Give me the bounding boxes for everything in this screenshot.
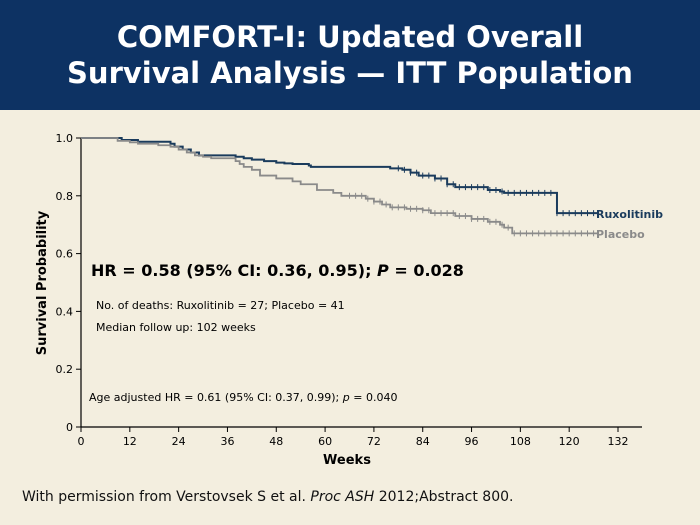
age-adjusted-value: = 0.040: [350, 391, 398, 404]
y-tick-label: 0.2: [56, 363, 74, 376]
y-tick-label: 0: [66, 421, 73, 434]
followup-annotation: Median follow up: 102 weeks: [96, 321, 256, 334]
legend-ruxolitinib: Ruxolitinib: [596, 208, 663, 221]
hazard-ratio-value: = 0.028: [389, 261, 464, 280]
citation-journal: Proc ASH: [310, 489, 375, 505]
chart-axes: 0 12 24 36 48 60 72 84 96 108 120 132 0 0.2 0.4 0.6 0.8 1…: [56, 132, 642, 448]
curve-placebo: [81, 137, 598, 235]
legend-placebo: Placebo: [596, 228, 645, 241]
deaths-annotation: No. of deaths: Ruxolitinib = 27; Placebo…: [96, 299, 345, 312]
chart-curves: [81, 137, 598, 237]
x-tick-label: 48: [269, 435, 283, 448]
x-tick-label: 108: [510, 435, 531, 448]
y-tick-label: 0.8: [56, 190, 74, 203]
hazard-ratio-p: P: [377, 261, 389, 280]
censor-marks-placebo: [349, 192, 595, 237]
x-tick-label: 96: [465, 435, 479, 448]
age-adjusted-annotation: Age adjusted HR = 0.61 (95% CI: 0.37, 0.…: [89, 391, 397, 404]
age-adjusted-p: p: [342, 391, 350, 404]
slide-title-line2: Survival Analysis — ITT Population: [67, 56, 633, 90]
x-tick-label: 0: [78, 435, 85, 448]
x-tick-label: 132: [608, 435, 629, 448]
x-tick-label: 12: [123, 435, 137, 448]
citation-suffix: 2012;Abstract 800.: [374, 489, 514, 505]
curve-ruxolitinib: [81, 137, 598, 215]
x-axis-label: Weeks: [323, 453, 371, 468]
censor-marks-ruxolitinib: [397, 165, 595, 217]
x-tick-label: 36: [220, 435, 234, 448]
age-adjusted-text: Age adjusted HR = 0.61 (95% CI: 0.37, 0.…: [89, 391, 343, 404]
x-tick-label: 24: [172, 435, 186, 448]
slide-header: COMFORT-I: Updated Overall Survival Anal…: [0, 0, 700, 110]
hazard-ratio-text: HR = 0.58 (95% CI: 0.36, 0.95);: [91, 261, 377, 280]
y-axis-label: Survival Probability: [35, 210, 50, 355]
citation-prefix: With permission from Verstovsek S et al.: [22, 489, 311, 505]
x-tick-label: 120: [559, 435, 580, 448]
x-tick-label: 60: [318, 435, 332, 448]
x-tick-label: 84: [416, 435, 430, 448]
hazard-ratio-annotation: HR = 0.58 (95% CI: 0.36, 0.95); P = 0.02…: [91, 261, 464, 280]
y-tick-label: 0.4: [56, 305, 74, 318]
x-tick-label: 72: [367, 435, 381, 448]
y-tick-label: 0.6: [56, 248, 74, 261]
slide-title-line1: COMFORT-I: Updated Overall: [116, 20, 584, 54]
citation-footer: With permission from Verstovsek S et al.…: [22, 489, 513, 505]
y-tick-label: 1.0: [56, 132, 74, 145]
